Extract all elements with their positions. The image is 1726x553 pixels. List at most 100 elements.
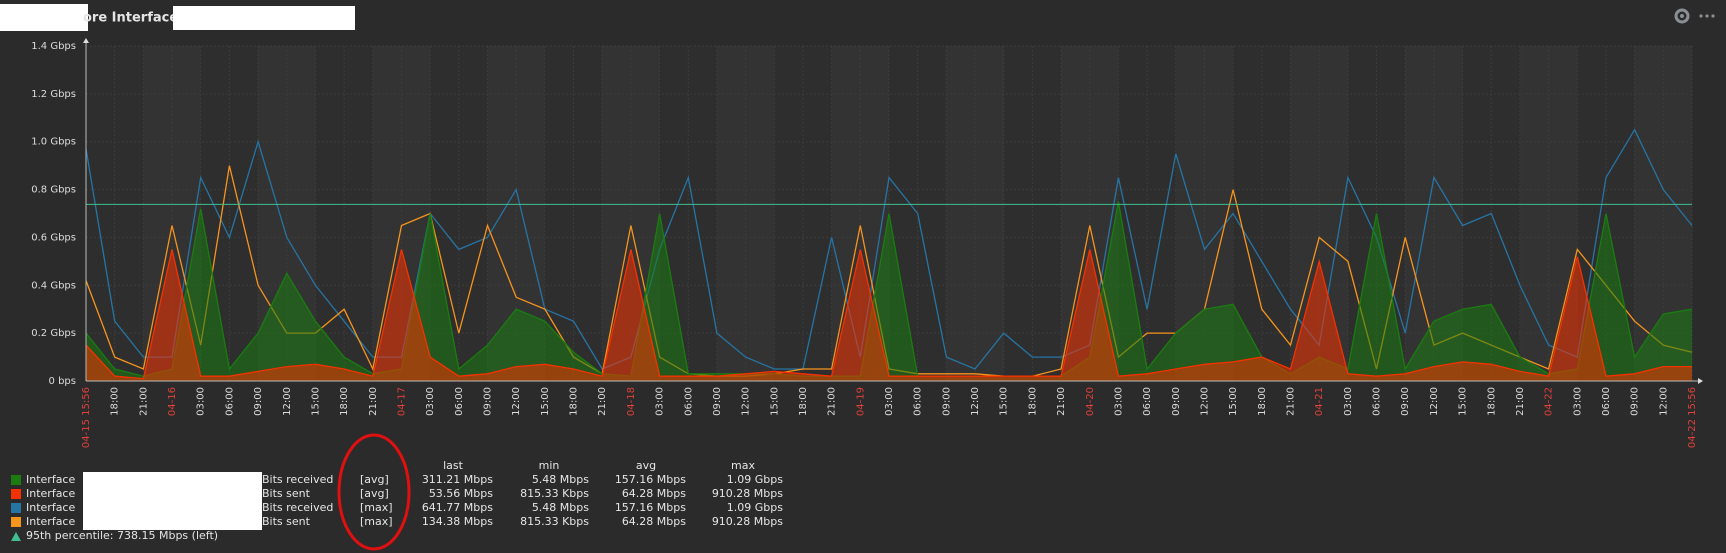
x-tick-label: 15:00 [1228, 387, 1239, 416]
x-tick-label: 04-19 [855, 387, 866, 416]
legend-name: Interface [26, 473, 75, 486]
x-tick-label: 12:00 [282, 387, 293, 416]
legend-avg: 64.28 Mbps [622, 515, 686, 528]
percentile-label: 95th percentile: 738.15 Mbps (left) [26, 529, 218, 542]
x-tick-label: 18:00 [339, 387, 350, 416]
y-tick-label: 0.6 Gbps [31, 232, 76, 243]
x-tick-label: 03:00 [884, 387, 895, 416]
legend-avg: 64.28 Mbps [622, 487, 686, 500]
x-tick-label: 12:00 [1429, 387, 1440, 416]
legend-column-header: min [539, 459, 560, 472]
x-tick-label: 21:00 [1286, 387, 1297, 416]
gear[interactable] [1674, 8, 1690, 24]
redaction [173, 6, 355, 30]
legend-min: 815.33 Kbps [520, 487, 589, 500]
axis-arrow [1698, 378, 1703, 384]
legend-max: 1.09 Gbps [727, 473, 783, 486]
x-tick-label: 09:00 [253, 387, 264, 416]
legend: last min avg max Interface Bits received [avg]… [11, 459, 783, 542]
area-fill [86, 201, 1692, 381]
gear-center[interactable] [1680, 14, 1684, 18]
legend-function: [max] [360, 515, 393, 528]
x-tick-label: 03:00 [196, 387, 207, 416]
x-tick-label: 15:00 [769, 387, 780, 416]
legend-avg: 157.16 Mbps [615, 473, 686, 486]
x-tick-label: 04-15 15:56 [81, 387, 92, 448]
series-line [85, 201, 1693, 377]
legend-avg: 157.16 Mbps [615, 501, 686, 514]
area-fill [86, 249, 1692, 381]
legend-name: Interface [26, 515, 75, 528]
dot[interactable] [1699, 14, 1703, 18]
legend-column-header: max [731, 459, 755, 472]
x-tick-label: 15:00 [999, 387, 1010, 416]
annotation-circle [337, 433, 411, 551]
x-tick-label: 12:00 [970, 387, 981, 416]
legend-swatch [11, 503, 21, 513]
y-tick-label: 1.0 Gbps [31, 137, 76, 148]
y-tick-label: 0.8 Gbps [31, 185, 76, 196]
x-tick-label: 18:00 [1027, 387, 1038, 416]
y-tick-label: 0.4 Gbps [31, 280, 76, 291]
x-tick-label: 21:00 [368, 387, 379, 416]
x-tick-label: 21:00 [827, 387, 838, 416]
legend-item: Bits sent [262, 515, 311, 528]
x-tick-label: 04-22 15:56 [1687, 387, 1698, 448]
x-tick-label: 03:00 [1343, 387, 1354, 416]
x-tick-label: 09:00 [712, 387, 723, 416]
legend-function: [avg] [360, 473, 389, 486]
settings-icon[interactable] [1674, 8, 1690, 24]
legend-max: 1.09 Gbps [727, 501, 783, 514]
legend-swatch [11, 489, 21, 499]
x-tick-label: 06:00 [454, 387, 465, 416]
plot: 04-15 15:56 18:00 21:00 04-16 03:00 06:00 09:0… [31, 38, 1703, 448]
x-tick-label: 06:00 [913, 387, 924, 416]
x-tick-label: 03:00 [1113, 387, 1124, 416]
x-tick-label: 03:00 [425, 387, 436, 416]
legend-column-header: avg [636, 459, 656, 472]
more-icon[interactable] [1699, 14, 1715, 18]
time-band [774, 46, 832, 381]
x-tick-label: 12:00 [741, 387, 752, 416]
y-tick-label: 1.4 Gbps [31, 41, 76, 52]
x-tick-label: 09:00 [1630, 387, 1641, 416]
x-tick-label: 04-21 [1314, 387, 1325, 416]
legend-function: [max] [360, 501, 393, 514]
dot[interactable] [1711, 14, 1715, 18]
legend-min: 5.48 Mbps [532, 501, 589, 514]
x-tick-label: 06:00 [1372, 387, 1383, 416]
x-tick-label: 06:00 [1142, 387, 1153, 416]
x-tick-label: 03:00 [655, 387, 666, 416]
x-tick-label: 04-16 [167, 387, 178, 416]
x-tick-label: 21:00 [1056, 387, 1067, 416]
time-band [1003, 46, 1062, 381]
x-tick-label: 04-20 [1085, 387, 1096, 416]
axis-arrow [83, 38, 89, 43]
x-tick-label: 06:00 [683, 387, 694, 416]
percentile-marker [11, 532, 21, 541]
x-tick-label: 06:00 [1601, 387, 1612, 416]
x-tick-label: 15:00 [540, 387, 551, 416]
dot[interactable] [1705, 14, 1709, 18]
x-tick-label: 18:00 [569, 387, 580, 416]
legend-column-header: last [443, 459, 464, 472]
legend-last: 311.21 Mbps [422, 473, 493, 486]
legend-last: 53.56 Mbps [429, 487, 493, 500]
x-tick-label: 21:00 [597, 387, 608, 416]
x-tick-label: 18:00 [798, 387, 809, 416]
legend-max: 910.28 Mbps [712, 487, 783, 500]
x-tick-label: 04-18 [626, 387, 637, 416]
series-line [85, 128, 1693, 370]
legend-item: Bits received [262, 501, 333, 514]
x-tick-label: 18:00 [110, 387, 121, 416]
x-tick-label: 06:00 [224, 387, 235, 416]
x-tick-label: 09:00 [483, 387, 494, 416]
redaction [83, 472, 262, 530]
x-tick-label: 21:00 [138, 387, 149, 416]
redaction [0, 4, 88, 31]
widget-title: ore Interface [83, 11, 178, 26]
x-tick-label: 03:00 [1572, 387, 1583, 416]
legend-swatch [11, 475, 21, 485]
